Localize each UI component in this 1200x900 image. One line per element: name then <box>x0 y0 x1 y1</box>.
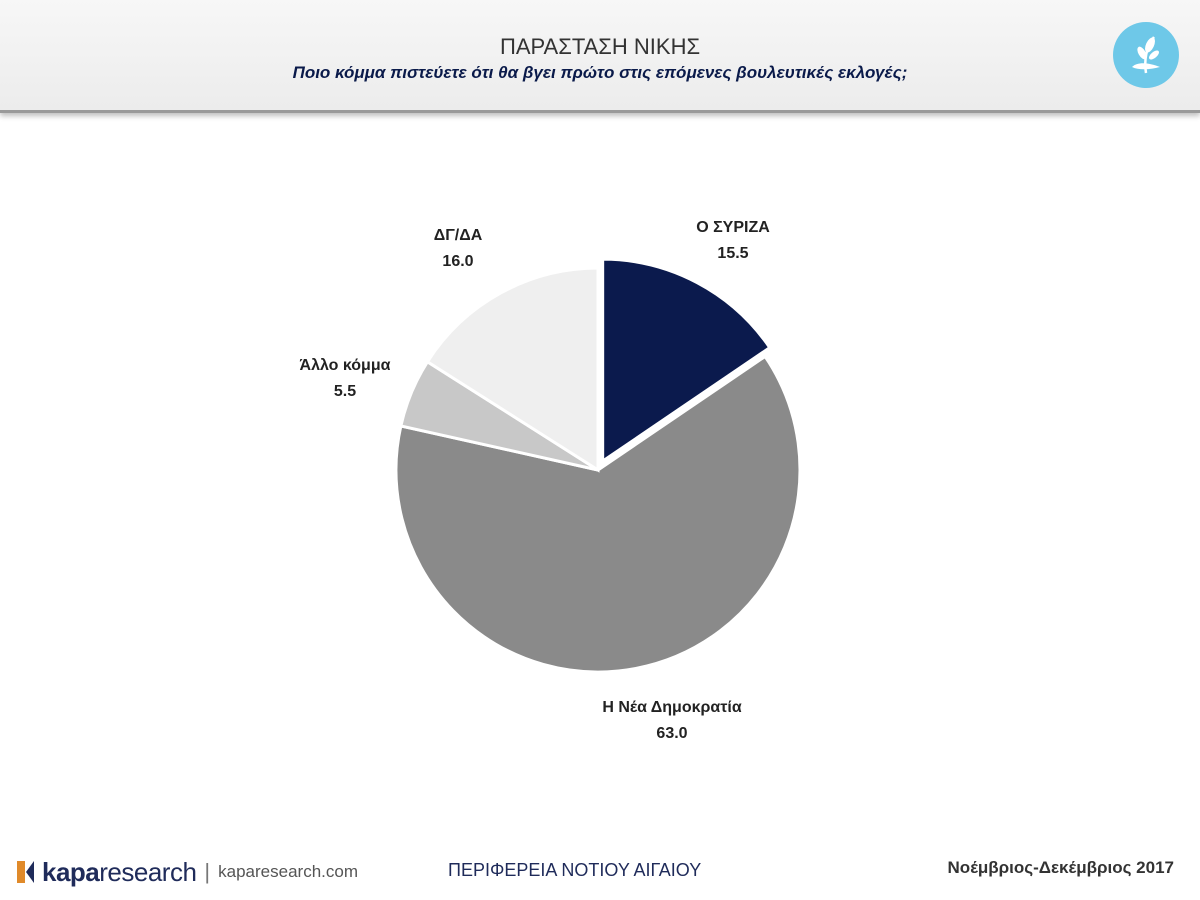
slice-value-4: 16.0 <box>442 253 473 270</box>
brand-research: research <box>99 856 197 887</box>
brand-url: kaparesearch.com <box>218 862 358 881</box>
footer-region: ΠΕΡΙΦΕΡΕΙΑ ΝΟΤΙΟΥ ΑΙΓΑΙΟΥ <box>448 860 702 880</box>
brand-separator: | <box>204 859 211 884</box>
kapa-mark-icon <box>17 861 34 883</box>
header-band: ΠΑΡΑΣΤΑΣΗ ΝΙΚΗΣ Ποιο κόμμα πιστεύετε ότι… <box>0 0 1200 113</box>
brand-kapa: kapa <box>42 856 100 887</box>
pie-slice-2 <box>394 354 802 674</box>
chart-subtitle: Ποιο κόμμα πιστεύετε ότι θα βγει πρώτο σ… <box>292 63 908 82</box>
slice-value-1: 15.5 <box>717 245 748 262</box>
slice-label-4: ΔΓ/ΔΑ <box>434 227 483 244</box>
footer-date: Νοέμβριος-Δεκέμβριος 2017 <box>947 858 1174 877</box>
olive-branch-icon <box>1113 22 1179 88</box>
pie-slice-4 <box>425 266 600 473</box>
pie-slice-1 <box>601 257 772 464</box>
chart-title: ΠΑΡΑΣΤΑΣΗ ΝΙΚΗΣ <box>499 34 701 59</box>
slice-label-1: Ο ΣΥΡΙΖΑ <box>696 219 770 236</box>
slice-label-2: Η Νέα Δημοκρατία <box>602 699 742 716</box>
slice-value-2: 63.0 <box>656 725 687 742</box>
slice-value-3: 5.5 <box>334 383 356 400</box>
slice-label-3: Άλλο κόμμα <box>300 357 391 374</box>
kapa-research-logo: kapa research | kaparesearch.com <box>14 855 358 889</box>
